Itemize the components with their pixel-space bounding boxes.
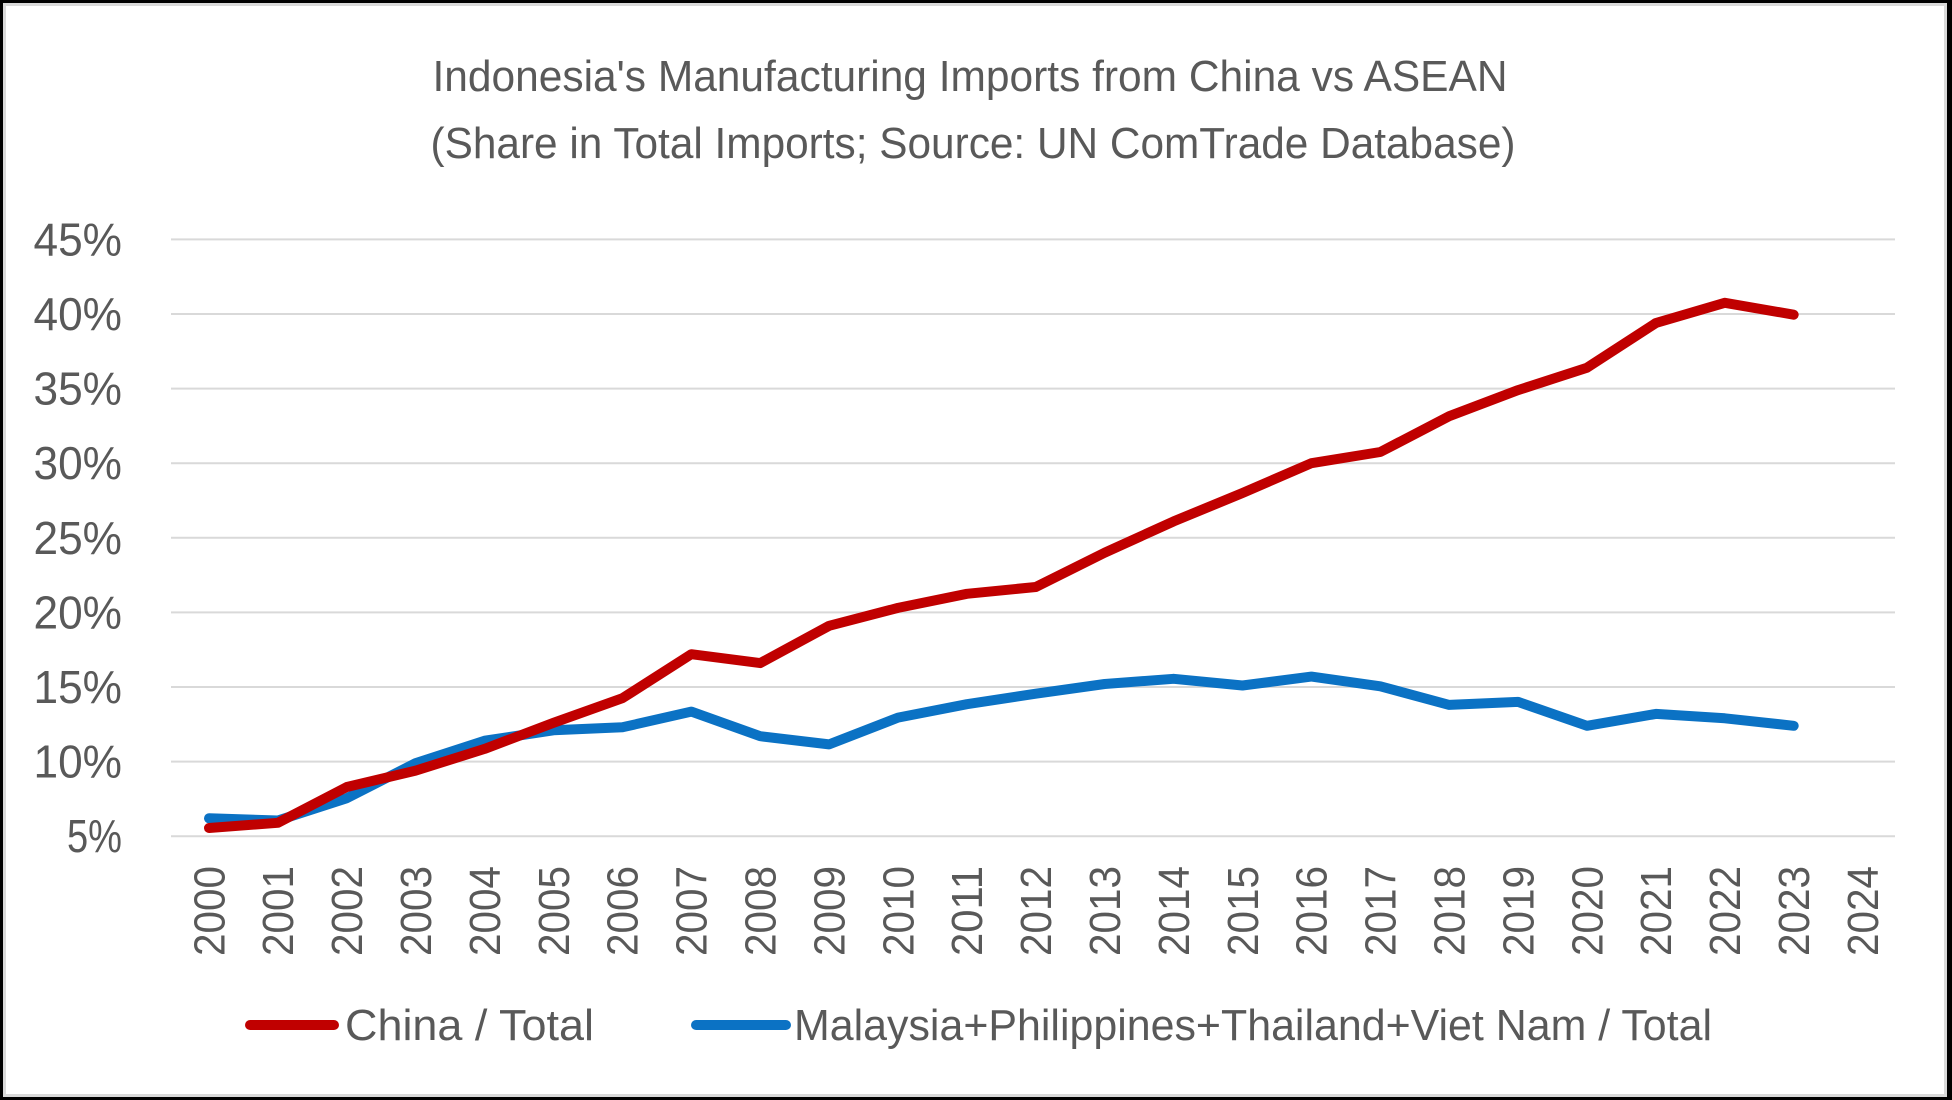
svg-text:2022: 2022 [1701,866,1750,956]
svg-text:2012: 2012 [1012,866,1061,956]
svg-text:(Share in Total Imports; Sourc: (Share in Total Imports; Source: UN ComT… [431,119,1516,168]
svg-text:2011: 2011 [943,866,992,956]
svg-text:China / Total: China / Total [345,1001,594,1050]
svg-text:25%: 25% [34,512,123,564]
svg-text:30%: 30% [34,437,123,489]
svg-text:2013: 2013 [1081,866,1130,956]
svg-text:2008: 2008 [737,866,786,956]
svg-text:2021: 2021 [1632,866,1681,956]
svg-text:2017: 2017 [1357,866,1406,956]
svg-text:20%: 20% [34,586,123,638]
svg-text:2024: 2024 [1839,866,1888,956]
svg-text:2003: 2003 [392,866,441,956]
svg-text:Malaysia+Philippines+Thailand+: Malaysia+Philippines+Thailand+Viet Nam /… [794,1001,1712,1050]
svg-text:2014: 2014 [1150,866,1199,956]
svg-text:45%: 45% [34,213,123,265]
svg-text:2016: 2016 [1288,866,1337,956]
svg-text:2006: 2006 [599,866,648,956]
svg-text:2004: 2004 [461,866,510,956]
svg-text:2018: 2018 [1426,866,1475,956]
svg-text:2009: 2009 [805,866,854,956]
svg-text:2007: 2007 [668,866,717,956]
svg-text:2015: 2015 [1219,866,1268,956]
svg-text:40%: 40% [34,288,123,340]
svg-text:2005: 2005 [530,866,579,956]
svg-text:2020: 2020 [1563,866,1612,956]
svg-text:2001: 2001 [254,866,303,956]
svg-text:2023: 2023 [1770,866,1819,956]
svg-text:2019: 2019 [1494,866,1543,956]
svg-text:2000: 2000 [185,866,234,956]
svg-text:Indonesia's Manufacturing Impo: Indonesia's Manufacturing Imports from C… [433,52,1508,101]
svg-text:2010: 2010 [874,866,923,956]
svg-text:10%: 10% [34,736,123,788]
svg-text:35%: 35% [34,363,123,415]
svg-text:2002: 2002 [323,866,372,956]
svg-text:15%: 15% [34,661,123,713]
svg-text:5%: 5% [67,810,122,862]
